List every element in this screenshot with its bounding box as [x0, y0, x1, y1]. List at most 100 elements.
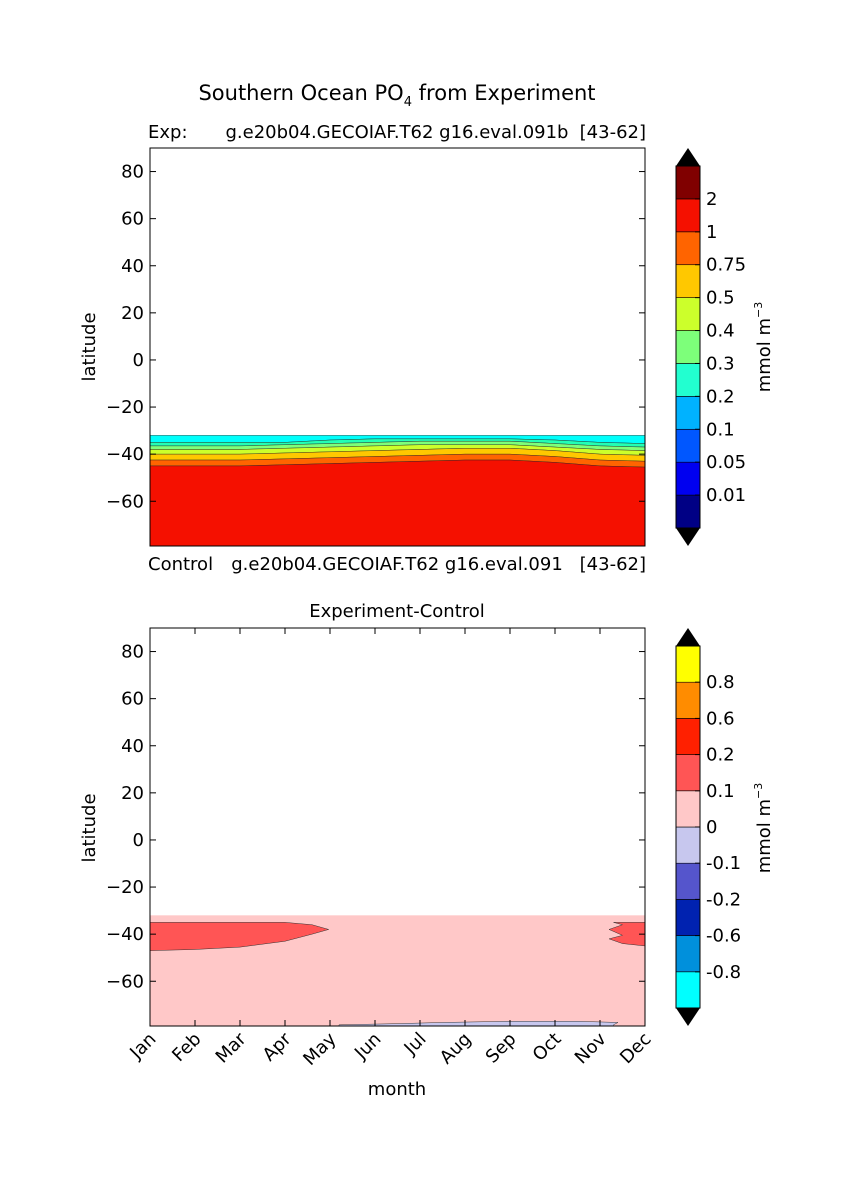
top-colorbar-tick-label: 0.4 [706, 321, 735, 342]
top-ytick-label: 40 [121, 256, 144, 277]
bottom-colorbar-tick-label: -0.1 [706, 853, 741, 874]
bottom-colorbar-extend-max [676, 628, 700, 646]
bottom-colorbar-extend-min [676, 1008, 700, 1026]
top-ytick-label: −20 [106, 397, 144, 418]
top-colorbar-tick-label: 0.1 [706, 419, 735, 440]
bottom-colorbar-swatch [675, 899, 701, 936]
bottom-xtick-label: Jan [125, 1029, 160, 1064]
top-colorbar-extend-max [676, 148, 700, 166]
top-colorbar-swatch [675, 461, 701, 496]
top-colorbar-tick-label: 0.2 [706, 386, 735, 407]
bottom-panel: Experiment-Control 80 60 40 20 0 −20 −40 −60 Ja… [79, 601, 775, 1100]
bottom-ytick-label: 80 [121, 642, 144, 663]
top-bottom-label-left: Control [148, 554, 213, 575]
bottom-ytick-label: −60 [106, 971, 144, 992]
top-panel: Exp: g.e20b04.GECOIAF.T62 g16.eval.091b … [79, 122, 775, 575]
top-colorbar-tick-label: 0.3 [706, 353, 735, 374]
top-colorbar-swatch [675, 264, 701, 298]
bottom-xtick-label: Oct [529, 1029, 566, 1066]
bottom-colorbar-tick-label: 0.2 [706, 745, 735, 766]
bottom-colorbar-swatch [675, 718, 701, 755]
bottom-colorbar-swatch [675, 681, 701, 719]
bottom-ytick-label: 20 [121, 783, 144, 804]
top-colorbar-swatch [675, 297, 701, 331]
top-bottom-label-right: [43-62] [580, 554, 646, 575]
bottom-title: Experiment-Control [309, 601, 485, 622]
bottom-xlabel: month [368, 1079, 426, 1100]
top-plot-frame [149, 147, 646, 547]
top-ylabel: latitude [79, 312, 100, 381]
bottom-xtick-label: Jul [400, 1029, 431, 1060]
bottom-colorbar-swatch [675, 645, 701, 683]
bottom-colorbar-swatch [675, 790, 701, 828]
top-colorbar-swatch [675, 428, 701, 463]
bottom-colorbar-label: mmol m−3 [752, 783, 775, 874]
top-plot-area [149, 435, 646, 547]
bottom-ytick-label: 60 [121, 689, 144, 710]
bottom-colorbar-swatch [675, 754, 701, 792]
top-colorbar-swatch [675, 231, 701, 266]
top-colorbar-frame [675, 165, 701, 529]
bottom-plot-frame [149, 627, 646, 1027]
top-colorbar-swatch [675, 165, 701, 200]
top-title-left: Exp: [148, 122, 188, 143]
top-colorbar: 0.01 0.05 0.1 0.2 0.3 0.4 0.5 0.75 1 2 [675, 148, 746, 546]
bottom-colorbar-tick-label: 0 [706, 817, 717, 838]
top-colorbar-swatch [675, 198, 701, 233]
top-ytick-label: −40 [106, 444, 144, 465]
top-colorbar-swatch [675, 330, 701, 364]
bottom-xtick-label: Dec [616, 1029, 655, 1068]
top-colorbar-label: mmol m−3 [752, 302, 775, 393]
top-colorbar-swatch [675, 396, 701, 430]
bottom-colorbar-tick-label: 0.1 [706, 781, 735, 802]
bottom-contour-region [608, 922, 646, 947]
bottom-colorbar-tick-label: 0.8 [706, 672, 735, 693]
bottom-contour-region [149, 922, 330, 951]
bottom-colorbar-tick-label: -0.2 [706, 889, 741, 910]
top-ytick-label: 80 [121, 162, 144, 183]
bottom-xtick-label: Sep [482, 1029, 521, 1068]
bottom-ytick-label: −40 [106, 924, 144, 945]
top-ytick-label: −60 [106, 491, 144, 512]
top-y-axis: 80 60 40 20 0 −20 −40 −60 [106, 162, 645, 512]
bottom-xtick-label: Aug [436, 1029, 476, 1069]
bottom-colorbar-swatch [675, 935, 701, 973]
bottom-xtick-label: Feb [168, 1029, 205, 1066]
figure-title: Southern Ocean PO4 from Experiment [198, 81, 595, 110]
top-colorbar-tick-label: 0.01 [706, 485, 746, 506]
top-ytick-label: 60 [121, 209, 144, 230]
top-ytick-label: 20 [121, 303, 144, 324]
top-contour-band [149, 459, 646, 547]
top-colorbar-swatch [675, 494, 701, 529]
top-colorbar-tick-label: 2 [706, 189, 717, 210]
bottom-ytick-label: −20 [106, 877, 144, 898]
bottom-xtick-label: Mar [212, 1028, 251, 1067]
top-colorbar-swatch [675, 363, 701, 397]
top-colorbar-tick-label: 0.05 [706, 452, 746, 473]
bottom-colorbar-tick-label: 0.6 [706, 708, 735, 729]
bottom-plot-area [149, 915, 646, 1027]
top-title-right: [43-62] [580, 122, 646, 143]
bottom-ytick-label: 0 [133, 830, 144, 851]
bottom-xtick-label: Apr [259, 1028, 296, 1065]
bottom-colorbar-swatch [675, 971, 701, 1009]
bottom-colorbar-tick-label: -0.8 [706, 962, 741, 983]
bottom-ylabel: latitude [79, 793, 100, 862]
bottom-xtick-label: May [299, 1028, 340, 1069]
top-colorbar-tick-label: 0.75 [706, 255, 746, 276]
top-colorbar-extend-min [676, 528, 700, 546]
title-subscript: 4 [404, 95, 412, 110]
bottom-xtick-label: Jun [350, 1029, 385, 1064]
top-bottom-label-center: g.e20b04.GECOIAF.T62 g16.eval.091 [231, 554, 563, 575]
bottom-colorbar-swatch [675, 862, 701, 900]
bottom-y-axis: 80 60 40 20 0 −20 −40 −60 [106, 642, 645, 992]
bottom-colorbar-tick-label: -0.6 [706, 926, 741, 947]
top-title-center: g.e20b04.GECOIAF.T62 g16.eval.091b [226, 122, 569, 143]
bottom-xtick-label: Nov [571, 1028, 611, 1068]
top-colorbar-tick-label: 1 [706, 222, 717, 243]
bottom-colorbar: -0.8 -0.6 -0.2 -0.1 0 0.1 0.2 0.6 0.8 [675, 628, 741, 1026]
bottom-colorbar-swatch [675, 826, 701, 864]
bottom-ytick-label: 40 [121, 736, 144, 757]
top-ytick-label: 0 [133, 350, 144, 371]
